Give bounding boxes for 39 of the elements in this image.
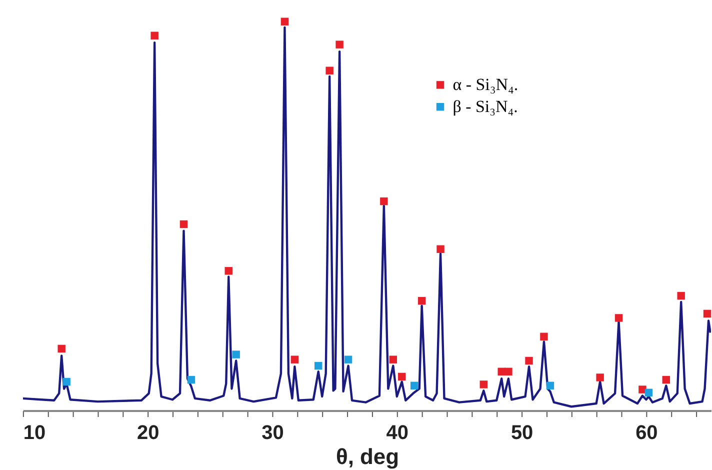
point	[187, 376, 196, 384]
point	[546, 382, 554, 390]
point	[344, 356, 352, 364]
point	[150, 32, 158, 40]
point	[380, 197, 388, 206]
point	[280, 18, 289, 26]
x-tick-label: 60	[636, 422, 658, 444]
point	[224, 267, 232, 275]
point	[596, 374, 604, 382]
x-tick-label: 30	[262, 422, 284, 444]
point	[677, 292, 685, 300]
point	[314, 362, 322, 370]
legend-label: β - Si₃N₄.	[452, 96, 518, 116]
point	[436, 245, 444, 253]
point	[703, 310, 712, 318]
point	[389, 356, 398, 364]
x-tick-label: 10	[23, 422, 46, 444]
point	[336, 40, 344, 48]
point	[232, 350, 240, 358]
point	[614, 314, 623, 322]
point	[180, 220, 188, 228]
legend-label: α - Si₃N₄.	[452, 74, 518, 94]
point	[58, 344, 66, 353]
x-tick-label: 20	[136, 422, 160, 444]
point	[662, 376, 670, 384]
point	[290, 356, 299, 364]
point	[418, 296, 426, 305]
point	[525, 356, 533, 365]
x-tick-label: 40	[386, 422, 408, 444]
point	[540, 332, 548, 340]
point	[62, 378, 70, 386]
point	[410, 382, 418, 390]
x-axis-title: θ, deg	[336, 444, 399, 469]
point	[644, 388, 653, 396]
point	[398, 372, 406, 381]
point	[504, 368, 512, 376]
point	[480, 380, 488, 388]
point	[326, 66, 334, 74]
x-tick-label: 50	[510, 422, 534, 444]
